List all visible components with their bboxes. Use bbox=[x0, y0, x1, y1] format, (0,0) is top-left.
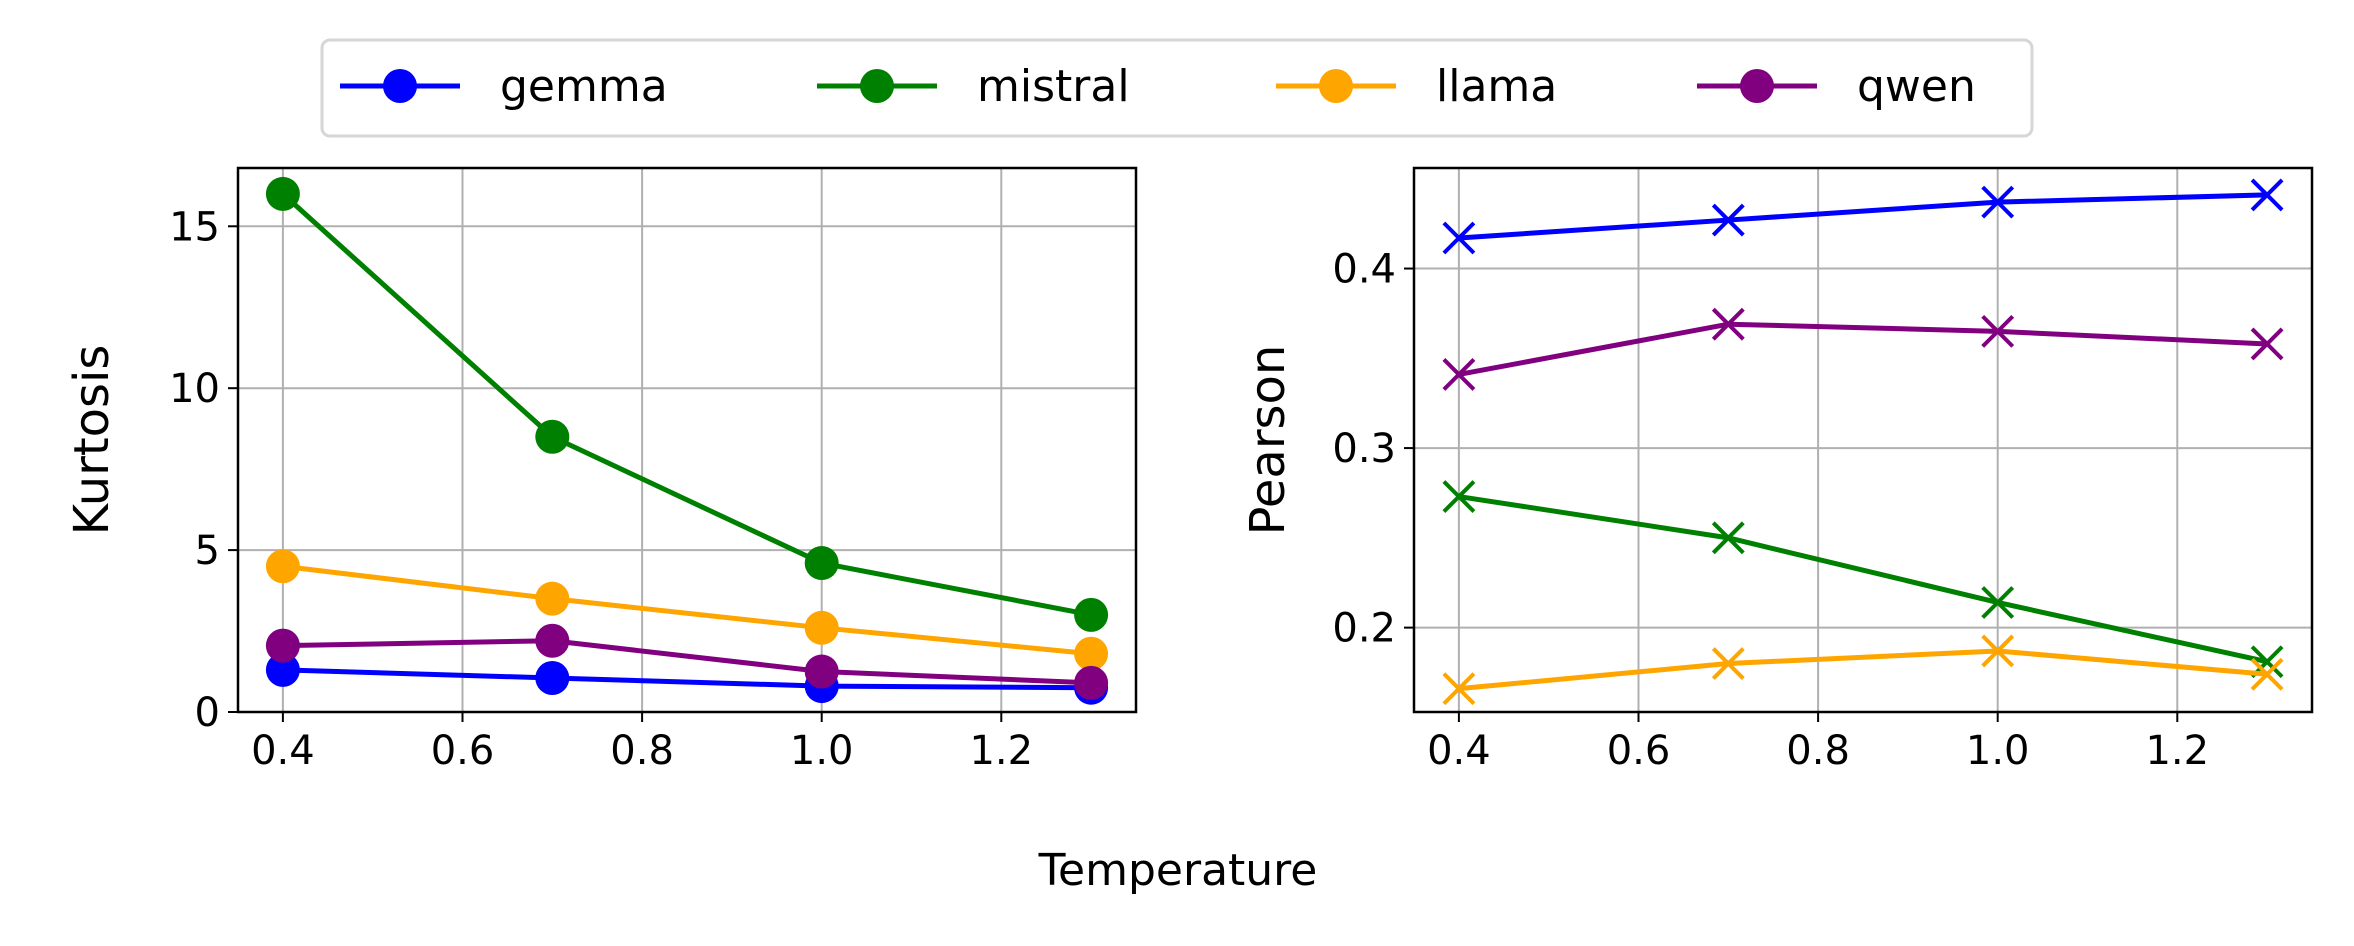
data-point-qwen bbox=[2250, 327, 2284, 361]
y-axis-label: Kurtosis bbox=[64, 345, 120, 536]
axes-frame bbox=[236, 166, 1138, 714]
x-tick-label: 1.2 bbox=[969, 728, 1033, 774]
data-point-mistral bbox=[804, 546, 839, 581]
kurtosis-panel: 0.4 0.6 0.8 1.0 1.2 0 5 10 15 Kurtosis bbox=[64, 166, 1138, 774]
data-point-qwen bbox=[1711, 307, 1745, 341]
legend-marker-mistral bbox=[860, 69, 894, 103]
legend-marker-gemma bbox=[383, 69, 417, 103]
legend-item-mistral: mistral bbox=[817, 61, 1130, 112]
axes-frame bbox=[1412, 166, 2314, 714]
data-point-qwen bbox=[265, 628, 300, 663]
x-tick-label: 0.4 bbox=[1427, 728, 1491, 774]
data-point-mistral bbox=[1981, 586, 2015, 619]
data-point-gemma bbox=[1442, 221, 1476, 255]
y-tick-label: 15 bbox=[169, 204, 220, 250]
legend-item-llama: llama bbox=[1276, 61, 1557, 112]
pearson-panel: 0.4 0.6 0.8 1.0 1.2 0.2 0.3 0.4 Pearson bbox=[1240, 166, 2314, 774]
legend-label-gemma: gemma bbox=[500, 61, 668, 112]
x-tick-label: 0.8 bbox=[1786, 728, 1850, 774]
legend-item-gemma: gemma bbox=[340, 61, 668, 112]
legend-label-llama: llama bbox=[1436, 61, 1557, 112]
series-line-gemma bbox=[1458, 192, 2268, 241]
x-tick-label: 0.6 bbox=[1607, 728, 1671, 774]
data-point-llama bbox=[1981, 634, 2015, 668]
data-point-gemma bbox=[265, 652, 300, 687]
legend-marker-llama bbox=[1319, 69, 1353, 103]
y-axis-label: Pearson bbox=[1240, 345, 1296, 536]
y-tick-label: 0.3 bbox=[1332, 426, 1396, 472]
series-line-llama bbox=[282, 563, 1092, 657]
series-line-mistral bbox=[281, 192, 1092, 618]
series-line-mistral bbox=[1458, 494, 2268, 665]
x-tick-label: 1.2 bbox=[2145, 728, 2209, 774]
data-point-llama bbox=[1711, 647, 1745, 680]
legend-item-qwen: qwen bbox=[1697, 61, 1976, 112]
legend-label-mistral: mistral bbox=[977, 61, 1130, 112]
data-point-qwen bbox=[1074, 665, 1109, 700]
x-tick-label: 1.0 bbox=[1966, 728, 2030, 774]
data-point-gemma bbox=[2250, 178, 2284, 212]
x-tick-label: 1.0 bbox=[790, 728, 854, 774]
series-line-llama bbox=[1458, 648, 2268, 692]
data-point-mistral bbox=[1711, 521, 1745, 555]
data-point-qwen bbox=[804, 654, 839, 689]
y-tick-label: 0.2 bbox=[1332, 606, 1396, 652]
data-point-gemma bbox=[1711, 203, 1745, 237]
data-point-llama bbox=[535, 581, 570, 616]
data-point-mistral bbox=[1074, 597, 1109, 632]
x-tick-label: 0.6 bbox=[431, 728, 495, 774]
data-point-gemma bbox=[1981, 185, 2015, 219]
series-line-gemma bbox=[282, 667, 1092, 691]
data-point-qwen bbox=[535, 623, 570, 658]
data-point-gemma bbox=[535, 661, 570, 695]
series-line-qwen bbox=[282, 638, 1092, 686]
data-point-mistral bbox=[535, 419, 570, 454]
data-point-llama bbox=[1074, 636, 1109, 671]
figure-xlabel: Temperature bbox=[1038, 845, 1318, 896]
data-point-llama bbox=[804, 610, 839, 645]
legend-label-qwen: qwen bbox=[1857, 61, 1976, 112]
data-point-llama bbox=[1442, 672, 1476, 706]
y-tick-label: 10 bbox=[169, 366, 220, 412]
y-tick-label: 0 bbox=[195, 690, 220, 736]
y-tick-label: 5 bbox=[195, 528, 220, 574]
series-line-qwen bbox=[1458, 321, 2268, 377]
data-point-llama bbox=[2250, 657, 2284, 691]
legend-frame bbox=[320, 38, 2034, 138]
data-point-qwen bbox=[1981, 314, 2015, 348]
data-point-qwen bbox=[1442, 358, 1476, 391]
data-point-llama bbox=[265, 549, 300, 584]
x-tick-label: 0.8 bbox=[610, 728, 674, 774]
data-point-mistral bbox=[1442, 480, 1476, 513]
x-tick-label: 0.4 bbox=[251, 728, 315, 774]
y-tick-label: 0.4 bbox=[1332, 247, 1396, 293]
legend-marker-qwen bbox=[1740, 69, 1774, 103]
data-point-mistral bbox=[265, 176, 300, 211]
legend: gemma mistral llama qwen bbox=[320, 38, 2034, 138]
